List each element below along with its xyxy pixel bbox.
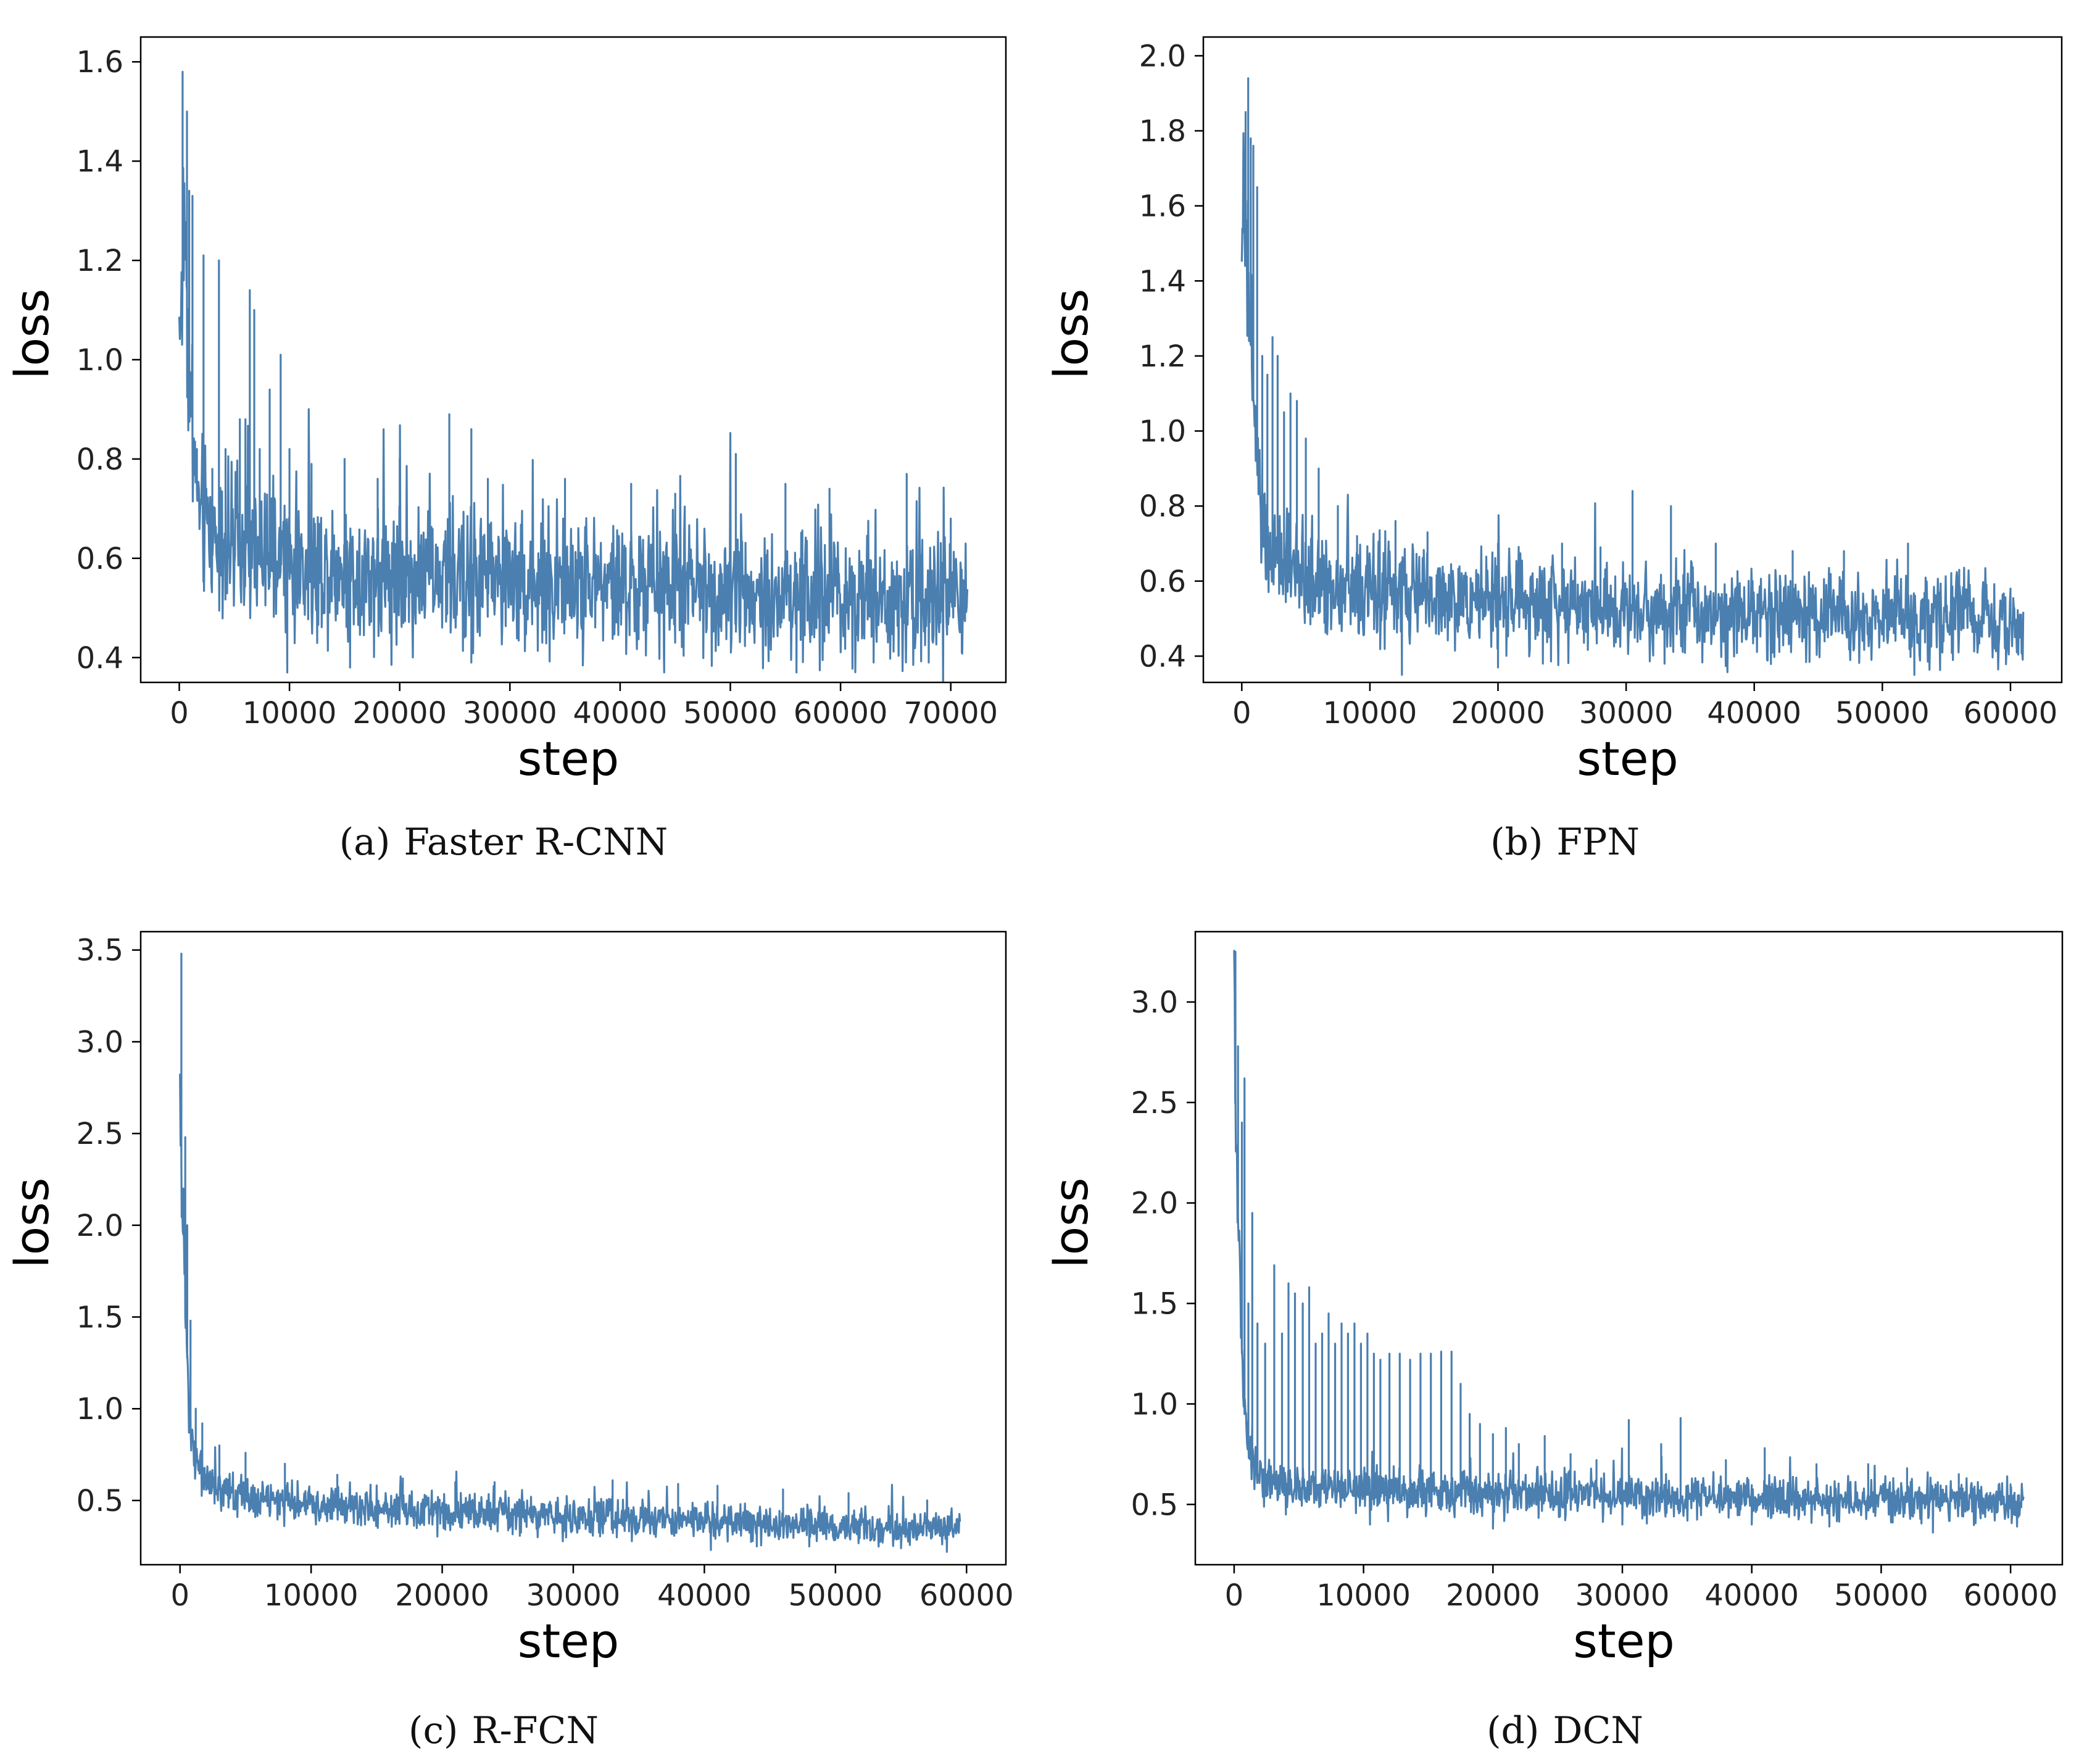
y-tick-label: 0.8 (1139, 489, 1186, 524)
y-tick-label: 1.0 (1139, 415, 1186, 449)
caption-d-text: DCN (1553, 1709, 1643, 1752)
x-tick-label: 50000 (1834, 1578, 1928, 1613)
y-tick-label: 0.6 (77, 542, 123, 576)
x-tick-label: 60000 (919, 1578, 1014, 1613)
y-tick-label: 3.0 (77, 1025, 123, 1059)
x-tick-label: 30000 (526, 1578, 621, 1613)
y-tick-label: 2.0 (77, 1209, 123, 1243)
x-axis-label: step (518, 731, 619, 786)
x-tick-label: 50000 (683, 696, 778, 731)
loss-series-line (178, 70, 969, 682)
y-tick-label: 1.6 (77, 45, 123, 80)
caption-a-label: (a) (339, 821, 391, 864)
x-tick-label: 50000 (788, 1578, 882, 1613)
x-tick-label: 0 (170, 696, 189, 731)
caption-b-label: (b) (1490, 821, 1543, 864)
x-tick-label: 0 (170, 1578, 189, 1613)
x-tick-label: 40000 (1707, 696, 1801, 731)
x-axis-label: step (1577, 731, 1678, 786)
y-tick-label: 1.4 (77, 144, 123, 179)
y-tick-label: 1.2 (77, 244, 123, 278)
x-tick-label: 30000 (1579, 696, 1674, 731)
caption-a-text: Faster R-CNN (404, 821, 668, 864)
y-axis-label: loss (4, 289, 59, 379)
loss-series-line (1233, 950, 2025, 1534)
y-tick-label: 2.0 (1139, 39, 1186, 73)
y-tick-label: 1.0 (77, 343, 123, 378)
x-tick-label: 60000 (1964, 1578, 2058, 1613)
x-tick-label: 0 (1225, 1578, 1244, 1613)
y-axis-label: loss (1044, 289, 1098, 379)
x-tick-label: 10000 (243, 696, 337, 731)
x-tick-label: 60000 (794, 696, 888, 731)
y-tick-label: 1.5 (1131, 1287, 1178, 1322)
y-tick-label: 3.5 (77, 934, 123, 968)
x-tick-label: 0 (1232, 696, 1251, 731)
plot-frame (1202, 36, 2063, 684)
x-tick-label: 50000 (1835, 696, 1930, 731)
chart-fpn: 0 10000 20000 30000 40000 50000 60000 0.4 0.6 0.8… (1044, 36, 2063, 786)
x-tick-label: 30000 (463, 696, 557, 731)
y-tick-label: 1.5 (77, 1301, 123, 1335)
y-tick-label: 1.2 (1139, 339, 1186, 374)
y-tick-label: 0.4 (1139, 639, 1186, 674)
y-tick-label: 0.5 (1131, 1488, 1178, 1522)
plot-frame (1194, 930, 2064, 1566)
y-tick-label: 1.4 (1139, 264, 1186, 299)
chart-r-fcn: 0 10000 20000 30000 40000 50000 60000 0.5 1.0 1.5… (4, 930, 1014, 1668)
caption-b-text: FPN (1556, 821, 1640, 864)
y-tick-label: 1.6 (1139, 189, 1186, 224)
caption-c-label: (c) (409, 1709, 459, 1752)
chart-dcn: 0 10000 20000 30000 40000 50000 60000 0.5 1.0 1.5… (1044, 930, 2064, 1668)
y-tick-label: 0.6 (1139, 565, 1186, 599)
x-axis-label: step (518, 1613, 619, 1668)
loss-series-line (1240, 77, 2025, 676)
y-axis-label: loss (1044, 1178, 1098, 1269)
y-tick-label: 0.4 (77, 641, 123, 676)
x-tick-label: 20000 (395, 1578, 489, 1613)
x-tick-label: 60000 (1964, 696, 2058, 731)
x-tick-label: 40000 (657, 1578, 752, 1613)
x-tick-label: 10000 (1316, 1578, 1411, 1613)
x-tick-label: 70000 (903, 696, 998, 731)
x-tick-label: 20000 (1446, 1578, 1540, 1613)
chart-faster-rcnn: 0 10000 20000 30000 40000 50000 60000 70000 0.4 0… (4, 36, 1007, 786)
caption-c-text: R-FCN (471, 1709, 599, 1752)
x-tick-label: 20000 (1451, 696, 1545, 731)
x-tick-label: 40000 (1704, 1578, 1799, 1613)
caption-b: (b) FPN (1490, 821, 1640, 864)
y-axis-label: loss (4, 1178, 59, 1269)
y-tick-label: 3.0 (1131, 985, 1178, 1020)
x-tick-label: 10000 (264, 1578, 359, 1613)
caption-d-label: (d) (1487, 1709, 1540, 1752)
y-tick-label: 1.0 (1131, 1387, 1178, 1422)
caption-c: (c) R-FCN (409, 1709, 599, 1752)
x-tick-label: 40000 (573, 696, 668, 731)
x-axis-label: step (1573, 1613, 1674, 1668)
y-tick-label: 1.8 (1139, 114, 1186, 149)
y-tick-label: 2.5 (1131, 1086, 1178, 1120)
caption-a: (a) Faster R-CNN (339, 821, 668, 864)
y-tick-label: 0.8 (77, 442, 123, 477)
y-tick-label: 0.5 (77, 1484, 123, 1518)
x-tick-label: 20000 (352, 696, 447, 731)
plot-frame (139, 930, 1007, 1566)
y-tick-label: 2.0 (1131, 1186, 1178, 1221)
x-tick-label: 30000 (1575, 1578, 1670, 1613)
x-tick-label: 10000 (1323, 696, 1417, 731)
y-tick-label: 1.0 (77, 1392, 123, 1427)
caption-d: (d) DCN (1487, 1709, 1643, 1752)
y-tick-label: 2.5 (77, 1117, 123, 1151)
loss-series-line (179, 953, 961, 1553)
